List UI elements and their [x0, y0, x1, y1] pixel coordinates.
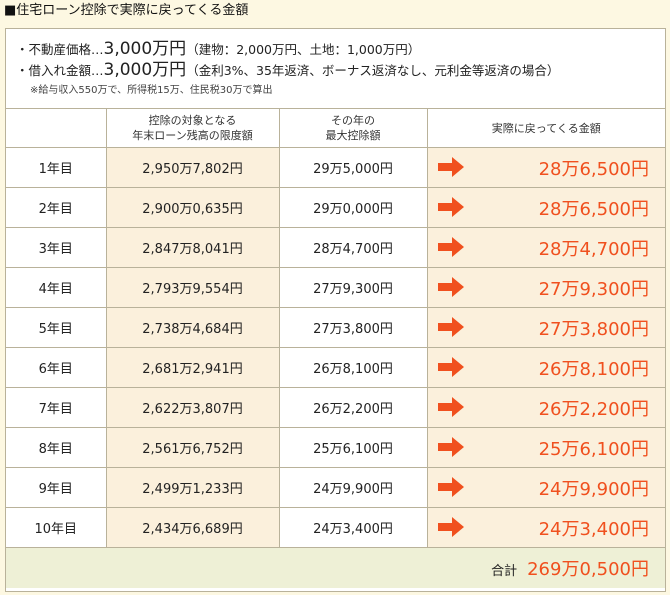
row-deduction: 29万0,000円 — [279, 187, 428, 228]
table-row: 5年目 2,738万4,684円 27万3,800円 27万3,800円 — [6, 307, 665, 348]
total-label: 合計 — [491, 564, 518, 579]
table-row: 9年目 2,499万1,233円 24万9,900円 24万9,900円 — [6, 467, 665, 508]
loan-amount-label: ・借入れ金額… — [16, 63, 104, 78]
row-refund-cell: 24万3,400円 — [427, 507, 665, 548]
arrow-right-icon — [437, 277, 464, 297]
row-limit: 2,847万8,041円 — [106, 227, 280, 268]
loan-amount-note: （金利3%、35年返済、ボーナス返済なし、元利金等返済の場合） — [186, 63, 560, 78]
arrow-right-icon — [437, 517, 464, 537]
row-refund: 26万8,100円 — [538, 358, 649, 380]
deduction-table: 控除の対象となる 年末ローン残高の限度額 その年の 最大控除額 実際に戻ってくる金額… — [6, 109, 665, 588]
loan-info: ・不動産価格…3,000万円（建物：2,000万円、土地：1,000万円） ・借… — [6, 29, 665, 109]
row-limit: 2,950万7,802円 — [106, 147, 280, 188]
header-deduction: その年の 最大控除額 — [279, 109, 428, 148]
arrow-right-icon — [437, 437, 464, 457]
row-limit: 2,561万6,752円 — [106, 427, 280, 468]
row-year: 2年目 — [6, 187, 107, 228]
row-limit: 2,681万2,941円 — [106, 347, 280, 388]
row-refund: 27万9,300円 — [538, 278, 649, 300]
row-refund-cell: 27万3,800円 — [427, 307, 665, 348]
row-year: 8年目 — [6, 427, 107, 468]
row-deduction: 29万5,000円 — [279, 147, 428, 188]
page-title: ■住宅ローン控除で実際に戻ってくる金額 — [4, 3, 249, 18]
total-row: 合計 269万0,500円 — [6, 547, 665, 588]
property-price-value: 3,000万円 — [103, 39, 187, 59]
arrow-right-icon — [437, 317, 464, 337]
row-refund: 25万6,100円 — [538, 438, 649, 460]
row-deduction: 26万8,100円 — [279, 347, 428, 388]
row-deduction: 24万9,900円 — [279, 467, 428, 508]
row-refund-cell: 27万9,300円 — [427, 267, 665, 308]
arrow-right-icon — [437, 397, 464, 417]
arrow-right-icon — [437, 477, 464, 497]
row-limit: 2,622万3,807円 — [106, 387, 280, 428]
arrow-right-icon — [437, 357, 464, 377]
row-deduction: 25万6,100円 — [279, 427, 428, 468]
row-refund: 24万3,400円 — [538, 518, 649, 540]
row-year: 10年目 — [6, 507, 107, 548]
row-limit: 2,793万9,554円 — [106, 267, 280, 308]
total-value: 269万0,500円 — [527, 559, 649, 580]
arrow-right-icon — [437, 157, 464, 177]
table-row: 7年目 2,622万3,807円 26万2,200円 26万2,200円 — [6, 387, 665, 428]
row-refund: 24万9,900円 — [538, 478, 649, 500]
table-header-row: 控除の対象となる 年末ローン残高の限度額 その年の 最大控除額 実際に戻ってくる金額 — [6, 109, 665, 148]
table-row: 1年目 2,950万7,802円 29万5,000円 28万6,500円 — [6, 147, 665, 188]
header-limit: 控除の対象となる 年末ローン残高の限度額 — [106, 109, 280, 148]
row-deduction: 27万3,800円 — [279, 307, 428, 348]
row-refund: 27万3,800円 — [538, 318, 649, 340]
row-year: 9年目 — [6, 467, 107, 508]
deduction-table-frame: ・不動産価格…3,000万円（建物：2,000万円、土地：1,000万円） ・借… — [5, 28, 666, 592]
row-limit: 2,434万6,689円 — [106, 507, 280, 548]
table-row: 2年目 2,900万0,635円 29万0,000円 28万6,500円 — [6, 187, 665, 228]
row-year: 6年目 — [6, 347, 107, 388]
arrow-right-icon — [437, 237, 464, 257]
row-refund-cell: 28万6,500円 — [427, 187, 665, 228]
row-refund: 26万2,200円 — [538, 398, 649, 420]
calculation-footnote: ※給与収入550万で、所得税15万、住民税30万で算出 — [30, 85, 273, 96]
row-refund-cell: 26万2,200円 — [427, 387, 665, 428]
row-refund-cell: 26万8,100円 — [427, 347, 665, 388]
row-limit: 2,738万4,684円 — [106, 307, 280, 348]
row-year: 4年目 — [6, 267, 107, 308]
property-price-line: ・不動産価格…3,000万円（建物：2,000万円、土地：1,000万円） — [16, 39, 665, 60]
loan-amount-line: ・借入れ金額…3,000万円（金利3%、35年返済、ボーナス返済なし、元利金等返… — [16, 60, 665, 81]
row-year: 5年目 — [6, 307, 107, 348]
row-refund: 28万4,700円 — [538, 238, 649, 260]
loan-amount-value: 3,000万円 — [103, 60, 187, 80]
row-limit: 2,900万0,635円 — [106, 187, 280, 228]
row-deduction: 27万9,300円 — [279, 267, 428, 308]
row-refund-cell: 28万4,700円 — [427, 227, 665, 268]
table-row: 3年目 2,847万8,041円 28万4,700円 28万4,700円 — [6, 227, 665, 268]
header-year — [6, 109, 107, 148]
row-refund-cell: 28万6,500円 — [427, 147, 665, 188]
row-refund: 28万6,500円 — [538, 158, 649, 180]
property-price-note: （建物：2,000万円、土地：1,000万円） — [186, 42, 421, 57]
arrow-right-icon — [437, 197, 464, 217]
property-price-label: ・不動産価格… — [16, 42, 104, 57]
row-year: 7年目 — [6, 387, 107, 428]
row-deduction: 26万2,200円 — [279, 387, 428, 428]
total-cell: 合計 269万0,500円 — [6, 547, 665, 588]
row-limit: 2,499万1,233円 — [106, 467, 280, 508]
row-deduction: 28万4,700円 — [279, 227, 428, 268]
table-row: 10年目 2,434万6,689円 24万3,400円 24万3,400円 — [6, 507, 665, 548]
table-row: 4年目 2,793万9,554円 27万9,300円 27万9,300円 — [6, 267, 665, 308]
row-year: 3年目 — [6, 227, 107, 268]
header-refund: 実際に戻ってくる金額 — [427, 109, 665, 148]
table-row: 8年目 2,561万6,752円 25万6,100円 25万6,100円 — [6, 427, 665, 468]
row-deduction: 24万3,400円 — [279, 507, 428, 548]
row-refund: 28万6,500円 — [538, 198, 649, 220]
row-refund-cell: 25万6,100円 — [427, 427, 665, 468]
row-refund-cell: 24万9,900円 — [427, 467, 665, 508]
table-row: 6年目 2,681万2,941円 26万8,100円 26万8,100円 — [6, 347, 665, 388]
row-year: 1年目 — [6, 147, 107, 188]
